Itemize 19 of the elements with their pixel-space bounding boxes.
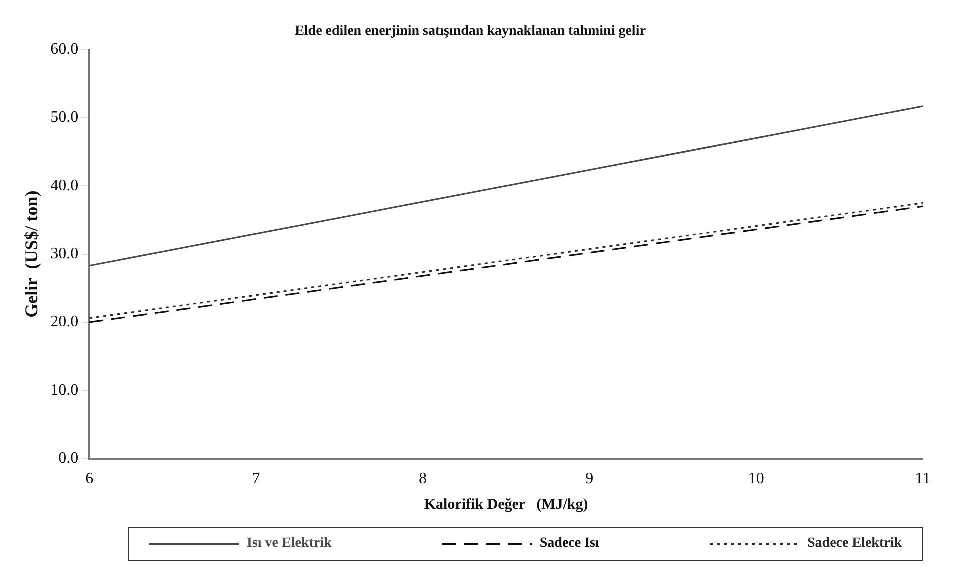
y-tick-label: 20.0 [50, 314, 79, 331]
y-tick-label: 60.0 [50, 41, 79, 58]
chart-title: Elde edilen enerjinin satışından kaynaklanan tahmini gelir [295, 24, 646, 40]
text: Isı ve Elektrik [247, 536, 332, 552]
x-tick-label: 7 [252, 470, 260, 488]
y-tick-label: 40.0 [50, 177, 79, 194]
x-tick-label: 6 [86, 470, 94, 488]
y-tick-label: 0.0 [58, 450, 79, 468]
y-tick-label: 50.0 [50, 109, 79, 126]
text: Sadece Isı [540, 536, 600, 552]
y-axis-title: Gelir (US$/ ton) [21, 190, 42, 318]
y-tick-label: 10.0 [50, 382, 79, 399]
text: Sadece Elektrik [808, 536, 902, 552]
x-tick-label: 8 [418, 470, 427, 488]
x-tick-label: 9 [586, 470, 594, 488]
x-axis-title: Kalorifik Değer (MJ/kg) [424, 496, 588, 513]
y-tick-label: 30.0 [50, 246, 79, 263]
x-tick-label: 10 [748, 470, 764, 488]
x-tick-label: 11 [915, 470, 931, 488]
